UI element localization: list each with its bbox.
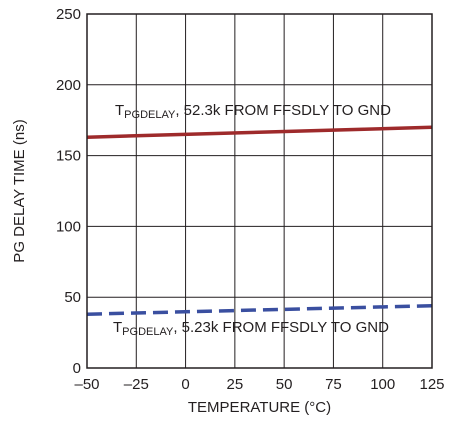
series-label-52k-main: T [115,102,124,119]
y-tick-label: 50 [64,289,81,306]
y-tick-label: 200 [56,77,81,94]
series-label-5k-rest: , 5.23k FROM FFSDLY TO GND [173,319,389,336]
series-label-52k-sub: PGDELAY [124,109,176,121]
y-tick-label: 100 [56,218,81,235]
series-label-5k-main: T [113,319,122,336]
series-label-52k-rest: , 52.3k FROM FFSDLY TO GND [175,102,391,119]
x-tick-label: 75 [325,376,342,393]
x-tick-label: 0 [181,376,189,393]
x-tick-label: –50 [74,376,99,393]
x-axis-title: TEMPERATURE (°C) [188,399,331,416]
series-label-52k: TPGDELAY, 52.3k FROM FFSDLY TO GND [115,102,391,121]
grid [86,13,433,369]
x-tick-label: –25 [124,376,149,393]
tick-labels: –50 –25 0 25 50 75 100 125 0 50 100 150 200 250 [56,6,445,393]
x-tick-label: 100 [370,376,395,393]
plot-frame [86,13,433,369]
y-axis-title: PG DELAY TIME (ns) [11,119,28,262]
y-tick-label: 150 [56,148,81,165]
x-tick-label: 125 [419,376,444,393]
series-label-5k: TPGDELAY, 5.23k FROM FFSDLY TO GND [113,319,389,338]
series-label-5k-sub: PGDELAY [122,326,174,338]
x-tick-label: 25 [227,376,244,393]
series-layer [86,125,433,316]
series-line-52k [86,125,433,139]
x-tick-label: 50 [276,376,293,393]
y-tick-label: 0 [73,360,81,377]
y-tick-label: 250 [56,6,81,23]
series-line-5k [86,303,433,316]
